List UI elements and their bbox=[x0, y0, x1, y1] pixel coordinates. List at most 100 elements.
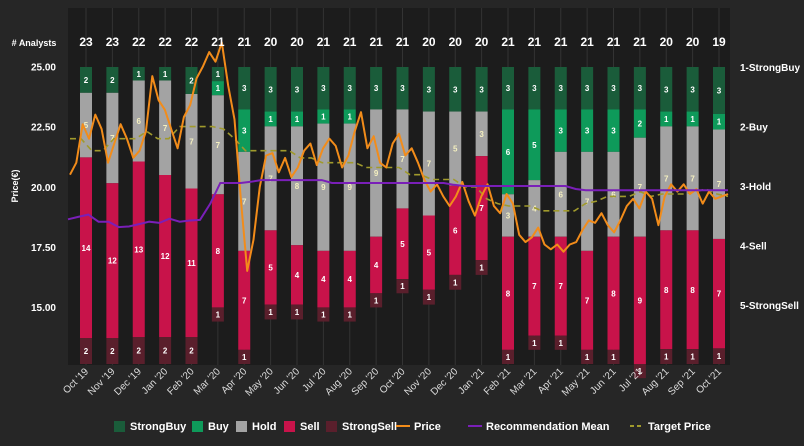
bar-value-label: 8 bbox=[216, 247, 221, 256]
analyst-count: 22 bbox=[185, 35, 199, 49]
bar-value-label: 3 bbox=[559, 127, 564, 136]
analyst-count: 21 bbox=[238, 35, 252, 49]
bar-value-label: 1 bbox=[453, 278, 458, 287]
bar-value-label: 9 bbox=[348, 183, 353, 192]
y-tick-label: 25.00 bbox=[31, 63, 56, 74]
bar-segment-strong-buy bbox=[449, 67, 462, 112]
analyst-count: 22 bbox=[158, 35, 172, 49]
analyst-count: 19 bbox=[712, 35, 726, 49]
bar-value-label: 7 bbox=[664, 174, 669, 183]
bar-value-label: 2 bbox=[110, 347, 115, 356]
legend-swatch bbox=[326, 421, 337, 432]
bar-value-label: 7 bbox=[163, 124, 168, 133]
bar-segment-hold bbox=[554, 151, 567, 237]
legend-item: Price bbox=[396, 421, 441, 433]
bar-value-label: 3 bbox=[242, 84, 247, 93]
bar-value-label: 8 bbox=[690, 286, 695, 295]
bar-segment-sell bbox=[238, 250, 251, 350]
bar-value-label: 3 bbox=[268, 85, 273, 94]
bar-value-label: 9 bbox=[321, 183, 326, 192]
bar-value-label: 1 bbox=[295, 115, 300, 124]
bar-segment-hold bbox=[291, 126, 303, 246]
bar-value-label: 7 bbox=[690, 174, 695, 183]
analyst-count: 20 bbox=[290, 35, 304, 49]
legend-item: Recommendation Mean bbox=[468, 421, 610, 433]
bar-segment-strong-sell bbox=[633, 364, 646, 379]
bar-value-label: 1 bbox=[638, 367, 643, 376]
bar-segment-strong-buy bbox=[686, 67, 699, 112]
bar-segment-strong-sell bbox=[581, 349, 594, 364]
bar-value-label: 7 bbox=[216, 141, 221, 150]
bar-segment-strong-sell bbox=[106, 338, 119, 364]
bar-segment-hold bbox=[185, 94, 198, 189]
bar-segment-hold bbox=[238, 151, 251, 251]
bar-segment-sell bbox=[475, 156, 488, 261]
bar-segment-buy bbox=[502, 109, 514, 195]
bar-value-label: 8 bbox=[611, 289, 616, 298]
bar-value-label: 1 bbox=[532, 339, 537, 348]
bar-value-label: 2 bbox=[84, 76, 89, 85]
bar-segment-strong-buy bbox=[475, 67, 488, 112]
bar-value-label: 1 bbox=[137, 70, 142, 79]
analyst-count: 20 bbox=[475, 35, 489, 49]
analyst-count: 21 bbox=[580, 35, 594, 49]
bar-value-label: 1 bbox=[216, 70, 221, 79]
bar-segment-strong-sell bbox=[211, 307, 224, 322]
bar-segment-hold bbox=[475, 111, 488, 157]
analyst-count: 20 bbox=[660, 35, 674, 49]
legend-swatch bbox=[114, 421, 125, 432]
bar-segment-strong-sell bbox=[343, 307, 356, 322]
y-tick-label: 17.50 bbox=[31, 243, 56, 254]
bar-segment-sell bbox=[607, 236, 620, 350]
bar-value-label: 7 bbox=[585, 197, 590, 206]
bar-value-label: 9 bbox=[374, 169, 379, 178]
bar-segment-buy bbox=[660, 111, 673, 127]
bar-value-label: 6 bbox=[137, 117, 142, 126]
bar-value-label: 4 bbox=[374, 261, 379, 270]
recommendation-label: 3-Hold bbox=[740, 182, 771, 193]
bar-segment-buy bbox=[317, 109, 330, 124]
bar-segment-strong-buy bbox=[291, 67, 303, 112]
bar-value-label: 3 bbox=[374, 84, 379, 93]
bar-segment-strong-sell bbox=[80, 338, 92, 364]
bar-value-label: 3 bbox=[638, 84, 643, 93]
bar-value-label: 3 bbox=[611, 84, 616, 93]
analyst-count: 21 bbox=[343, 35, 357, 49]
legend-item: Buy bbox=[192, 421, 230, 433]
bar-segment-hold bbox=[633, 137, 646, 237]
bar-value-label: 7 bbox=[559, 282, 564, 291]
analyst-count: 21 bbox=[501, 35, 515, 49]
bar-value-label: 1 bbox=[664, 353, 669, 362]
bar-segment-sell bbox=[449, 185, 462, 275]
recommendation-label: 4-Sell bbox=[740, 242, 767, 253]
analyst-count: 20 bbox=[422, 35, 436, 49]
bar-value-label: 7 bbox=[400, 155, 405, 164]
legend-label: Price bbox=[414, 421, 441, 433]
bar-value-label: 3 bbox=[479, 130, 484, 139]
bar-value-label: 9 bbox=[638, 296, 643, 305]
bar-value-label: 3 bbox=[400, 84, 405, 93]
analyst-count: 20 bbox=[449, 35, 463, 49]
bar-value-label: 7 bbox=[585, 296, 590, 305]
bar-value-label: 6 bbox=[506, 148, 511, 157]
analyst-count: 21 bbox=[554, 35, 568, 49]
analyst-count: 20 bbox=[264, 35, 278, 49]
bar-value-label: 12 bbox=[161, 252, 170, 261]
legend-label: Recommendation Mean bbox=[486, 421, 610, 433]
bar-segment-buy bbox=[264, 111, 277, 127]
bar-value-label: 1 bbox=[427, 293, 432, 302]
bar-value-label: 7 bbox=[717, 290, 722, 299]
analyst-count: 21 bbox=[317, 35, 331, 49]
bar-segment-hold bbox=[607, 151, 620, 237]
analysts-axis-label: # Analysts bbox=[12, 38, 57, 48]
bar-segment-sell bbox=[264, 230, 277, 305]
bar-segment-sell bbox=[396, 208, 409, 280]
bar-segment-strong-buy bbox=[713, 67, 725, 114]
bar-value-label: 5 bbox=[268, 263, 273, 272]
bar-value-label: 3 bbox=[321, 84, 326, 93]
bar-segment-strong-buy bbox=[633, 67, 646, 110]
legend-item: StrongBuy bbox=[114, 421, 187, 433]
bar-segment-strong-sell bbox=[370, 293, 383, 308]
bar-segment-buy bbox=[343, 109, 356, 124]
analyst-count: 22 bbox=[132, 35, 146, 49]
